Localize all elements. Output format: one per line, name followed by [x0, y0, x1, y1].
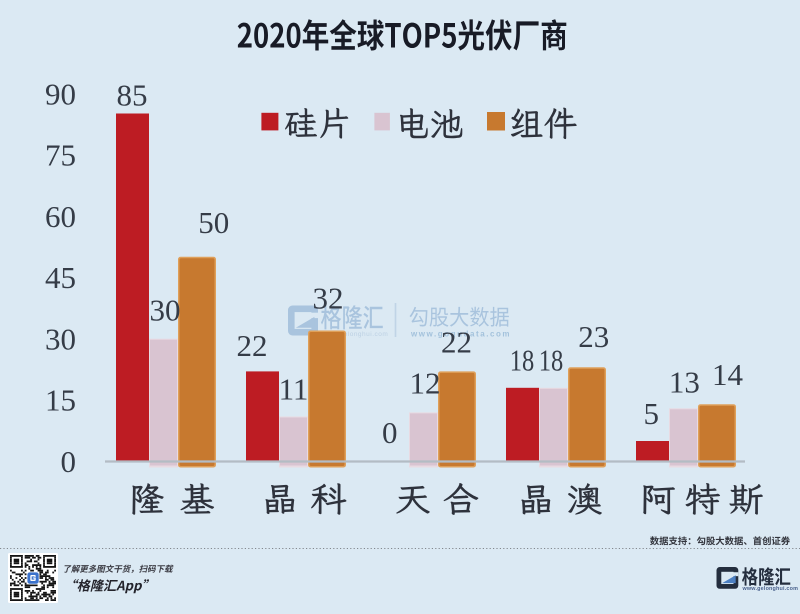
svg-text:30: 30 [45, 321, 76, 356]
svg-text:22: 22 [237, 328, 268, 363]
svg-text:www.gogudata.com: www.gogudata.com [410, 330, 511, 339]
svg-text:85: 85 [117, 77, 148, 112]
svg-text:45: 45 [45, 260, 76, 295]
svg-text:30: 30 [150, 292, 181, 327]
svg-text:15: 15 [45, 383, 76, 418]
svg-text:14: 14 [712, 357, 744, 392]
svg-text:50: 50 [198, 205, 229, 240]
svg-text:90: 90 [45, 76, 76, 111]
svg-text:22: 22 [441, 324, 472, 359]
svg-text:18: 18 [510, 342, 535, 377]
svg-text:www.gelonghui.com: www.gelonghui.com [742, 586, 799, 592]
svg-text:32: 32 [313, 280, 344, 315]
svg-text:75: 75 [45, 138, 76, 173]
svg-text:18: 18 [539, 342, 564, 377]
svg-text:0: 0 [61, 444, 77, 479]
svg-text:11: 11 [279, 371, 309, 406]
svg-text:13: 13 [669, 364, 700, 399]
svg-text:0: 0 [382, 415, 398, 450]
svg-text:23: 23 [578, 319, 609, 354]
svg-text:12: 12 [410, 366, 441, 401]
svg-text:60: 60 [45, 199, 76, 234]
svg-text:5: 5 [644, 396, 660, 431]
svg-text:www.gelonghui.com: www.gelonghui.com [321, 331, 388, 338]
